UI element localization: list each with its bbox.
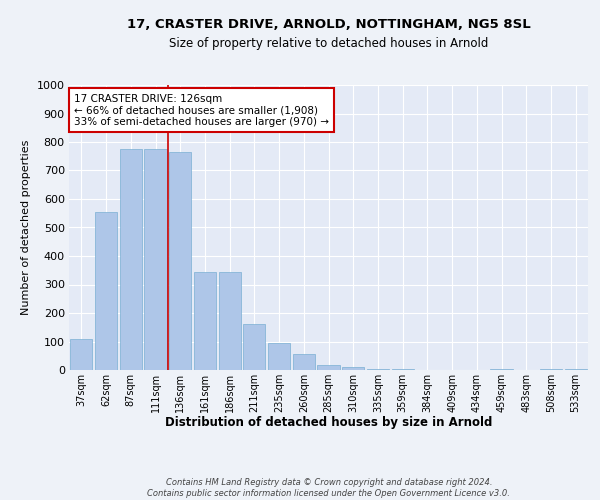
Bar [119,149,142,370]
Bar [218,272,241,370]
Bar [317,365,340,370]
Bar [268,343,290,370]
Bar [145,149,167,370]
Bar [540,368,562,370]
Y-axis label: Number of detached properties: Number of detached properties [21,140,31,315]
Text: 17, CRASTER DRIVE, ARNOLD, NOTTINGHAM, NG5 8SL: 17, CRASTER DRIVE, ARNOLD, NOTTINGHAM, N… [127,18,530,30]
Bar [367,368,389,370]
Bar [342,367,364,370]
Text: Size of property relative to detached houses in Arnold: Size of property relative to detached ho… [169,38,488,51]
Bar [70,338,92,370]
Text: 17 CRASTER DRIVE: 126sqm
← 66% of detached houses are smaller (1,908)
33% of sem: 17 CRASTER DRIVE: 126sqm ← 66% of detach… [74,94,329,126]
Bar [490,368,512,370]
Bar [95,212,117,370]
Text: Contains HM Land Registry data © Crown copyright and database right 2024.
Contai: Contains HM Land Registry data © Crown c… [148,478,510,498]
Bar [565,368,587,370]
Bar [194,272,216,370]
Bar [293,354,315,370]
Bar [392,368,414,370]
Bar [243,324,265,370]
Bar [169,152,191,370]
Text: Distribution of detached houses by size in Arnold: Distribution of detached houses by size … [165,416,493,429]
